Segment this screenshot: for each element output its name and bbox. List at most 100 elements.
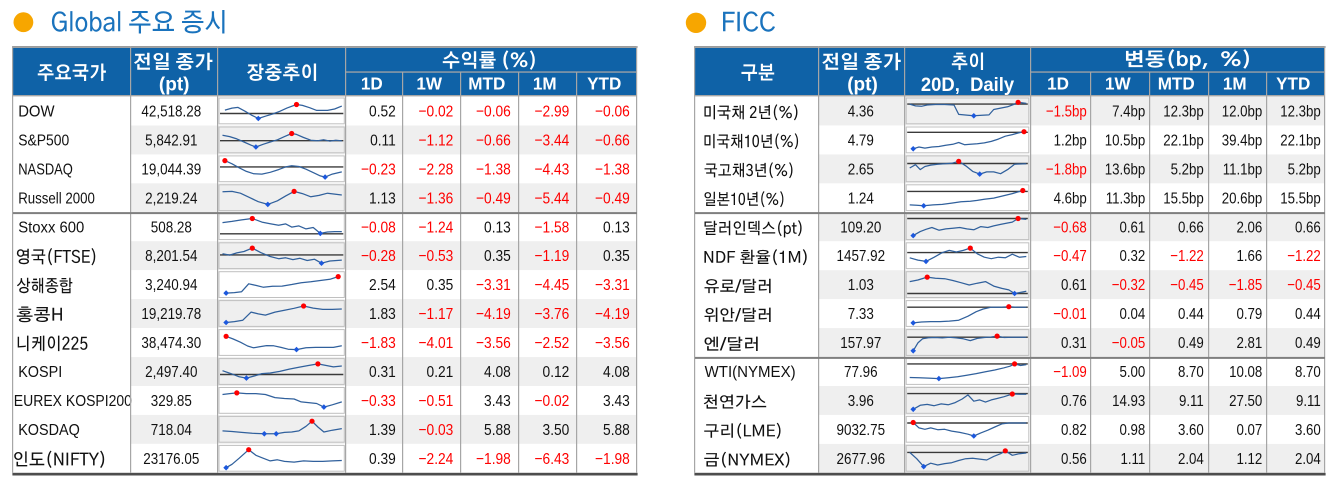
svg-text:0.61: 0.61 — [1061, 277, 1087, 294]
svg-text:0.66: 0.66 — [1178, 219, 1204, 236]
svg-text:−6.43: −6.43 — [535, 450, 570, 468]
svg-text:−0.03: −0.03 — [419, 421, 454, 439]
svg-text:0.44: 0.44 — [1295, 306, 1321, 323]
svg-text:−0.49: −0.49 — [476, 189, 511, 207]
svg-text:4.79: 4.79 — [848, 132, 874, 149]
svg-text:20D, Daily: 20D, Daily — [921, 74, 1015, 95]
svg-text:1457.92: 1457.92 — [837, 248, 886, 265]
svg-text:11.3bp: 11.3bp — [1106, 190, 1146, 207]
svg-text:−0.53: −0.53 — [419, 247, 454, 265]
svg-text:(pt): (pt) — [159, 74, 190, 95]
svg-text:23176.05: 23176.05 — [143, 451, 199, 468]
svg-text:MTD: MTD — [468, 73, 505, 94]
svg-text:2.54: 2.54 — [369, 276, 396, 294]
svg-text:−0.08: −0.08 — [361, 218, 396, 236]
svg-text:10.5bp: 10.5bp — [1105, 132, 1146, 149]
svg-text:4.6bp: 4.6bp — [1054, 190, 1087, 207]
svg-text:0.76: 0.76 — [1061, 393, 1087, 410]
svg-text:Stoxx 600: Stoxx 600 — [18, 219, 84, 237]
svg-text:−0.05: −0.05 — [1112, 335, 1146, 352]
svg-text:0.31: 0.31 — [1061, 335, 1087, 352]
svg-text:−1.09: −1.09 — [1053, 364, 1087, 381]
svg-text:−3.44: −3.44 — [535, 131, 570, 149]
svg-text:3.60: 3.60 — [1178, 422, 1204, 439]
svg-text:−4.45: −4.45 — [535, 276, 570, 294]
svg-text:0.98: 0.98 — [1119, 422, 1145, 439]
svg-text:−3.31: −3.31 — [476, 276, 511, 294]
svg-text:MTD: MTD — [1158, 73, 1195, 94]
svg-text:−1.36: −1.36 — [419, 189, 454, 207]
svg-text:−0.66: −0.66 — [595, 131, 630, 149]
svg-text:1.66: 1.66 — [1236, 248, 1262, 265]
svg-text:27.50: 27.50 — [1229, 393, 1262, 410]
svg-text:4.36: 4.36 — [848, 104, 874, 121]
svg-text:EUREX KOSPI200: EUREX KOSPI200 — [14, 392, 132, 410]
svg-text:1.13: 1.13 — [369, 189, 396, 207]
svg-text:−1.22: −1.22 — [1287, 248, 1321, 265]
svg-text:−1.38: −1.38 — [595, 160, 630, 178]
svg-text:KOSDAQ: KOSDAQ — [18, 421, 80, 439]
svg-text:2.81: 2.81 — [1236, 335, 1262, 352]
svg-text:−2.28: −2.28 — [419, 160, 454, 178]
svg-text:−0.28: −0.28 — [361, 247, 396, 265]
svg-text:−0.01: −0.01 — [1053, 306, 1087, 323]
svg-text:0.04: 0.04 — [1119, 306, 1145, 323]
svg-text:11.1bp: 11.1bp — [1223, 161, 1263, 178]
svg-text:−1.58: −1.58 — [535, 218, 570, 236]
svg-text:1.24: 1.24 — [848, 190, 874, 207]
svg-text:1W: 1W — [416, 73, 442, 94]
svg-text:14.93: 14.93 — [1112, 393, 1145, 410]
svg-text:38,474.30: 38,474.30 — [141, 335, 201, 352]
svg-text:2677.96: 2677.96 — [837, 451, 886, 468]
svg-text:−4.19: −4.19 — [476, 305, 511, 323]
svg-text:2,497.40: 2,497.40 — [145, 364, 197, 381]
svg-text:7.4bp: 7.4bp — [1112, 103, 1145, 120]
svg-text:YTD: YTD — [1276, 73, 1310, 94]
svg-text:109.20: 109.20 — [840, 219, 881, 236]
svg-text:1.12: 1.12 — [1236, 451, 1262, 468]
svg-text:42,518.28: 42,518.28 — [141, 104, 201, 121]
svg-text:1M: 1M — [533, 73, 557, 94]
svg-text:2.06: 2.06 — [1236, 219, 1262, 236]
svg-text:5.2bp: 5.2bp — [1171, 161, 1204, 178]
svg-text:8.70: 8.70 — [1295, 364, 1321, 381]
svg-text:20.6bp: 20.6bp — [1222, 190, 1263, 207]
svg-text:508.28: 508.28 — [151, 219, 192, 236]
svg-text:DOW: DOW — [18, 103, 55, 121]
svg-text:8.70: 8.70 — [1178, 364, 1204, 381]
svg-text:1.11: 1.11 — [1120, 451, 1145, 468]
svg-text:12.3bp: 12.3bp — [1280, 103, 1321, 120]
svg-text:157.97: 157.97 — [840, 335, 881, 352]
svg-text:5.88: 5.88 — [603, 421, 630, 439]
svg-text:0.79: 0.79 — [1236, 306, 1262, 323]
svg-text:0.13: 0.13 — [484, 218, 511, 236]
svg-text:0.66: 0.66 — [1295, 219, 1321, 236]
svg-text:13.6bp: 13.6bp — [1105, 161, 1146, 178]
svg-text:3.43: 3.43 — [603, 392, 630, 410]
svg-text:YTD: YTD — [587, 73, 621, 94]
svg-text:3.43: 3.43 — [484, 392, 511, 410]
svg-text:Russell 2000: Russell 2000 — [18, 190, 95, 207]
svg-text:3.96: 3.96 — [848, 393, 874, 410]
svg-text:0.35: 0.35 — [603, 247, 630, 265]
svg-text:−0.32: −0.32 — [1112, 277, 1146, 294]
svg-text:1D: 1D — [1047, 73, 1069, 94]
svg-text:−0.66: −0.66 — [476, 131, 511, 149]
svg-text:−0.47: −0.47 — [1053, 248, 1087, 265]
svg-text:1M: 1M — [1223, 73, 1247, 94]
svg-text:−1.38: −1.38 — [476, 160, 511, 178]
svg-text:0.39: 0.39 — [369, 450, 396, 468]
svg-text:1W: 1W — [1105, 73, 1131, 94]
svg-text:22.1bp: 22.1bp — [1280, 132, 1321, 149]
svg-text:0.32: 0.32 — [1119, 248, 1145, 265]
svg-text:22.1bp: 22.1bp — [1163, 132, 1204, 149]
svg-text:8,201.54: 8,201.54 — [145, 248, 197, 265]
svg-text:−0.02: −0.02 — [419, 103, 454, 121]
svg-text:12.0bp: 12.0bp — [1222, 103, 1263, 120]
svg-text:−1.83: −1.83 — [361, 334, 396, 352]
svg-text:−2.99: −2.99 — [535, 103, 570, 121]
svg-text:4.08: 4.08 — [603, 363, 630, 381]
svg-text:(pt): (pt) — [847, 74, 878, 95]
svg-text:1D: 1D — [361, 73, 383, 94]
svg-text:0.11: 0.11 — [370, 131, 396, 149]
